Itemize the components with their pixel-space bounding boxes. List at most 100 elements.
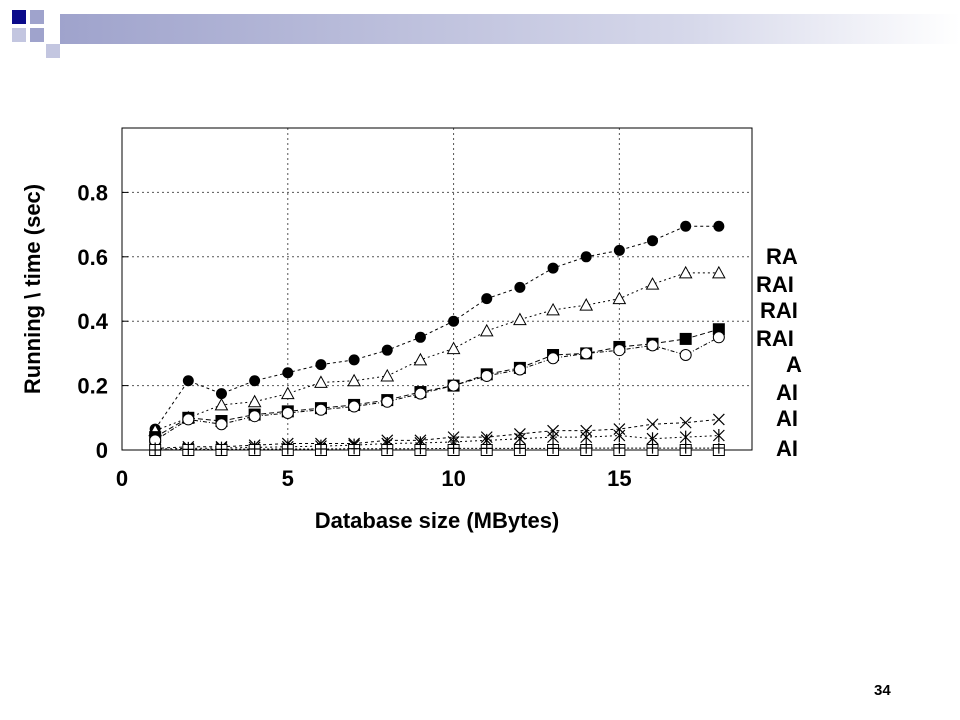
series-line: [155, 447, 719, 451]
data-point: [448, 315, 460, 327]
data-point: [680, 442, 692, 454]
header-square-light-1: [30, 10, 44, 24]
data-point: [580, 442, 592, 454]
data-point: [414, 387, 427, 400]
series-line: [155, 418, 719, 449]
data-point: [713, 442, 725, 454]
y-axis-label: Running \ time (sec): [20, 184, 45, 394]
legend-entry: AI: [776, 436, 798, 461]
legend-entry: RAI: [756, 326, 794, 351]
data-point: [646, 339, 659, 352]
series-line: [154, 272, 719, 432]
data-point: [579, 298, 594, 311]
header-square-dark: [12, 10, 26, 24]
data-point: [249, 375, 261, 387]
data-point: [281, 406, 294, 419]
data-point: [613, 244, 625, 256]
data-point: [480, 369, 493, 382]
legend-entry: RA: [766, 244, 798, 269]
data-point: [679, 349, 692, 362]
page-number: 34: [874, 682, 891, 699]
data-point: [514, 281, 526, 293]
x-tick-label: 15: [607, 466, 631, 491]
y-tick-label: 0: [96, 438, 108, 463]
series-open-circle: [149, 331, 725, 447]
x-axis-label: Database size (MBytes): [315, 508, 560, 533]
data-point: [282, 367, 294, 379]
data-point: [215, 418, 228, 431]
data-point: [314, 375, 328, 388]
data-point: [547, 262, 559, 274]
data-point: [414, 443, 426, 455]
data-point: [214, 397, 229, 411]
y-tick-label: 0.2: [77, 374, 108, 399]
data-point: [547, 430, 559, 444]
data-point: [547, 442, 559, 454]
data-point: [248, 410, 261, 423]
data-point: [182, 443, 194, 455]
data-point: [580, 347, 593, 360]
x-tick-label: 5: [282, 466, 294, 491]
data-point: [647, 442, 659, 454]
data-point: [678, 265, 693, 279]
data-point: [315, 359, 327, 371]
data-point: [580, 430, 593, 444]
data-point: [215, 443, 227, 455]
slide-header-decoration: [12, 10, 960, 58]
data-point: [712, 413, 725, 426]
data-point: [182, 375, 194, 387]
data-point: [481, 293, 493, 305]
series-star: [149, 429, 725, 456]
y-tick-label: 0.4: [77, 309, 108, 334]
data-point: [381, 395, 394, 408]
data-point: [679, 416, 692, 429]
series-layer: [148, 220, 726, 456]
series-line: [155, 435, 719, 450]
y-tick-label: 0.6: [77, 245, 108, 270]
data-point: [315, 443, 327, 455]
y-tick-label: 0.8: [77, 180, 108, 205]
data-point: [479, 323, 494, 337]
data-point: [348, 400, 361, 413]
legend-entry: RAI: [756, 272, 794, 297]
data-point: [413, 352, 428, 366]
series-open-triangle: [148, 265, 726, 437]
data-point: [149, 444, 161, 456]
data-point: [680, 220, 692, 232]
data-point: [247, 394, 262, 408]
data-point: [182, 413, 195, 426]
header-square-light-4: [46, 44, 60, 58]
data-point: [447, 379, 460, 392]
data-point: [713, 220, 725, 232]
data-point: [679, 332, 692, 345]
data-point: [481, 442, 493, 454]
x-tick-label: 10: [441, 466, 465, 491]
data-point: [647, 235, 659, 247]
series-filled-circle: [149, 220, 725, 435]
data-point: [613, 344, 626, 357]
data-point: [514, 442, 526, 454]
data-point: [712, 429, 725, 443]
legend-entry: AI: [776, 380, 798, 405]
data-point: [646, 418, 659, 431]
series-plus: [149, 442, 725, 456]
data-point: [613, 429, 626, 443]
data-point: [679, 430, 692, 444]
data-point: [280, 386, 295, 400]
legend-entry: A: [786, 352, 802, 377]
series-line: [154, 225, 719, 430]
data-point: [249, 443, 261, 455]
data-point: [712, 331, 725, 344]
data-point: [446, 341, 461, 355]
data-point: [381, 344, 393, 356]
series-filled-square: [149, 323, 725, 444]
data-point: [546, 302, 560, 316]
tick-layer: 0 5 10 15 0 0.2 0.4 0.6 0.8: [77, 180, 631, 491]
grid-layer: [122, 128, 752, 450]
header-bar: [60, 14, 960, 44]
data-point: [314, 403, 327, 416]
header-square-light-2: [12, 28, 26, 42]
x-tick-label: 0: [116, 466, 128, 491]
